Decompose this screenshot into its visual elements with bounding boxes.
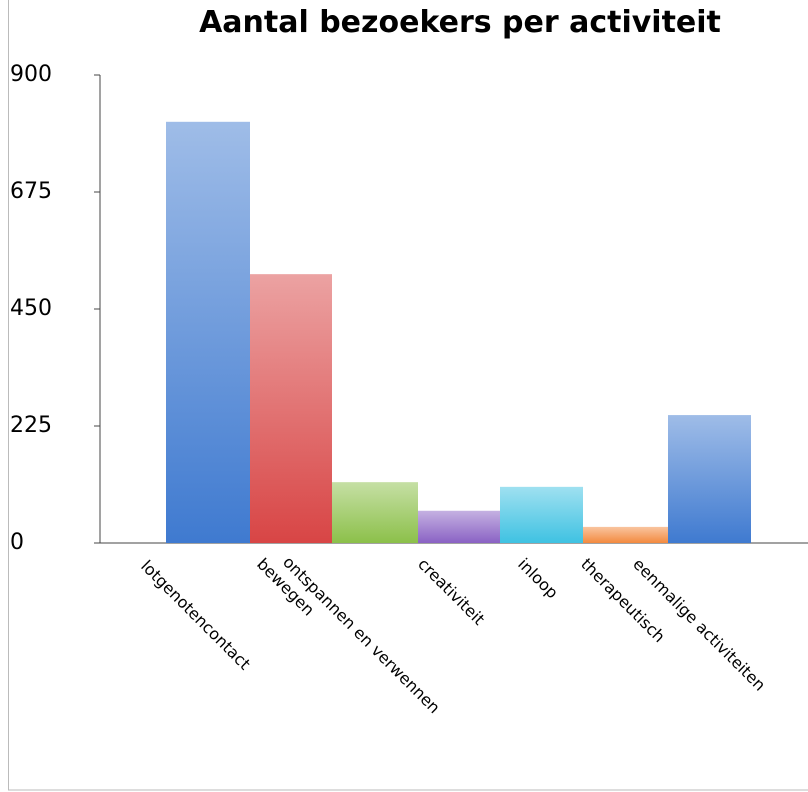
- bar: [250, 274, 332, 543]
- y-tick-label: 0: [10, 530, 24, 555]
- bar: [418, 510, 500, 543]
- bar: [668, 415, 751, 543]
- chart-title: Aantal bezoekers per activiteit: [199, 5, 721, 40]
- bar: [166, 121, 250, 544]
- x-tick-label: ontspannen en verwennen: [279, 552, 444, 717]
- x-tick-label: lotgenotencontact: [137, 556, 254, 673]
- y-tick-label: 900: [10, 62, 52, 87]
- y-tick-label: 450: [10, 296, 52, 321]
- y-tick-label: 675: [10, 179, 52, 204]
- x-tick-label: creativiteit: [414, 554, 488, 628]
- bar: [500, 486, 583, 543]
- chart-frame: [8, 0, 808, 791]
- x-tick-label: inloop: [514, 554, 562, 602]
- bar: [332, 482, 418, 543]
- bar: [583, 526, 668, 543]
- y-tick-label: 225: [10, 413, 52, 438]
